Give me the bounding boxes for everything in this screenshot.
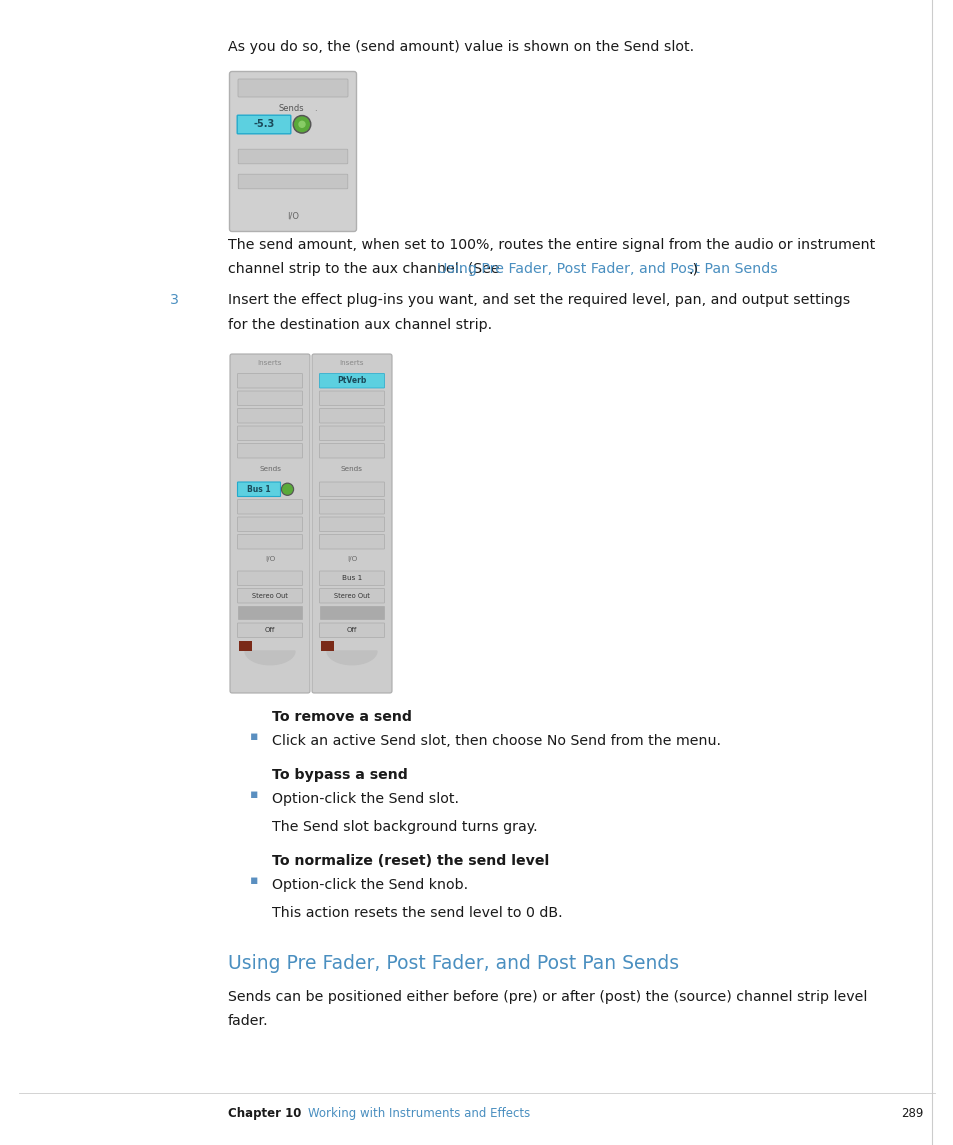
FancyBboxPatch shape [237, 79, 348, 97]
Text: To remove a send: To remove a send [272, 710, 412, 724]
FancyBboxPatch shape [319, 518, 384, 531]
Text: Off: Off [265, 627, 274, 633]
Text: Using Pre Fader, Post Fader, and Post Pan Sends: Using Pre Fader, Post Fader, and Post Pa… [436, 262, 777, 276]
Circle shape [298, 121, 305, 127]
Bar [320, 641, 334, 652]
FancyBboxPatch shape [237, 443, 302, 458]
FancyBboxPatch shape [237, 623, 302, 638]
Text: 3: 3 [170, 293, 179, 308]
FancyBboxPatch shape [319, 390, 384, 405]
Text: Sends can be positioned either before (pre) or after (post) the (source) channel: Sends can be positioned either before (p… [228, 990, 866, 1004]
FancyBboxPatch shape [237, 409, 302, 423]
Text: for the destination aux channel strip.: for the destination aux channel strip. [228, 318, 492, 332]
Text: Off: Off [347, 627, 356, 633]
FancyBboxPatch shape [237, 535, 302, 548]
FancyBboxPatch shape [319, 571, 384, 585]
Text: As you do so, the (send amount) value is shown on the Send slot.: As you do so, the (send amount) value is… [228, 40, 694, 54]
FancyBboxPatch shape [319, 499, 384, 514]
FancyBboxPatch shape [319, 409, 384, 423]
FancyBboxPatch shape [238, 149, 348, 164]
Text: Inserts: Inserts [257, 360, 282, 366]
Text: Option-click the Send slot.: Option-click the Send slot. [272, 792, 458, 806]
Text: Stereo Out: Stereo Out [252, 593, 288, 599]
FancyBboxPatch shape [319, 482, 384, 497]
FancyBboxPatch shape [237, 116, 291, 134]
Text: Bus 1: Bus 1 [247, 484, 271, 493]
Text: I/O: I/O [265, 556, 274, 562]
Text: ▪: ▪ [250, 788, 258, 802]
Text: -5.3: -5.3 [253, 119, 274, 129]
FancyBboxPatch shape [237, 373, 302, 388]
Bar [237, 607, 302, 619]
Text: fader.: fader. [228, 1014, 269, 1028]
Text: .: . [314, 104, 316, 113]
Text: .): .) [688, 262, 698, 276]
FancyBboxPatch shape [319, 373, 384, 388]
FancyBboxPatch shape [237, 499, 302, 514]
Circle shape [282, 484, 292, 493]
Text: Stereo Out: Stereo Out [334, 593, 370, 599]
Text: This action resets the send level to 0 dB.: This action resets the send level to 0 d… [272, 906, 562, 919]
Text: Using Pre Fader, Post Fader, and Post Pan Sends: Using Pre Fader, Post Fader, and Post Pa… [228, 954, 679, 973]
Text: To normalize (reset) the send level: To normalize (reset) the send level [272, 854, 549, 868]
FancyBboxPatch shape [319, 535, 384, 548]
Circle shape [294, 117, 309, 132]
Text: Click an active Send slot, then choose No Send from the menu.: Click an active Send slot, then choose N… [272, 734, 720, 748]
Text: Chapter 10: Chapter 10 [228, 1107, 301, 1120]
FancyBboxPatch shape [237, 482, 280, 497]
Text: Insert the effect plug-ins you want, and set the required level, pan, and output: Insert the effect plug-ins you want, and… [228, 293, 849, 308]
FancyBboxPatch shape [238, 174, 348, 189]
FancyBboxPatch shape [237, 589, 302, 603]
FancyBboxPatch shape [312, 354, 392, 693]
Text: I/O: I/O [347, 556, 356, 562]
Text: PtVerb: PtVerb [337, 377, 366, 385]
Text: The send amount, when set to 100%, routes the entire signal from the audio or in: The send amount, when set to 100%, route… [228, 238, 874, 252]
Circle shape [281, 483, 294, 496]
FancyBboxPatch shape [319, 443, 384, 458]
Text: ▪: ▪ [250, 874, 258, 887]
FancyBboxPatch shape [230, 71, 356, 231]
FancyBboxPatch shape [237, 390, 302, 405]
Text: Working with Instruments and Effects: Working with Instruments and Effects [308, 1107, 530, 1120]
Text: To bypass a send: To bypass a send [272, 768, 408, 782]
Text: Sends: Sends [278, 104, 303, 113]
Text: ▪: ▪ [250, 731, 258, 743]
FancyBboxPatch shape [237, 426, 302, 441]
Text: Bus 1: Bus 1 [341, 575, 362, 582]
FancyBboxPatch shape [237, 518, 302, 531]
FancyBboxPatch shape [319, 426, 384, 441]
Text: I/O: I/O [287, 212, 298, 221]
FancyBboxPatch shape [319, 589, 384, 603]
FancyBboxPatch shape [237, 571, 302, 585]
Text: 289: 289 [901, 1107, 923, 1120]
FancyBboxPatch shape [230, 354, 310, 693]
Bar [319, 607, 384, 619]
Circle shape [293, 116, 311, 133]
FancyBboxPatch shape [319, 623, 384, 638]
Text: channel strip to the aux channel. (See: channel strip to the aux channel. (See [228, 262, 503, 276]
Text: Option-click the Send knob.: Option-click the Send knob. [272, 878, 468, 892]
Polygon shape [327, 652, 376, 665]
Text: The Send slot background turns gray.: The Send slot background turns gray. [272, 820, 537, 834]
Bar [239, 641, 252, 652]
Text: Inserts: Inserts [339, 360, 364, 366]
Text: Sends: Sends [258, 466, 281, 473]
Text: Sends: Sends [340, 466, 363, 473]
Polygon shape [245, 652, 294, 665]
